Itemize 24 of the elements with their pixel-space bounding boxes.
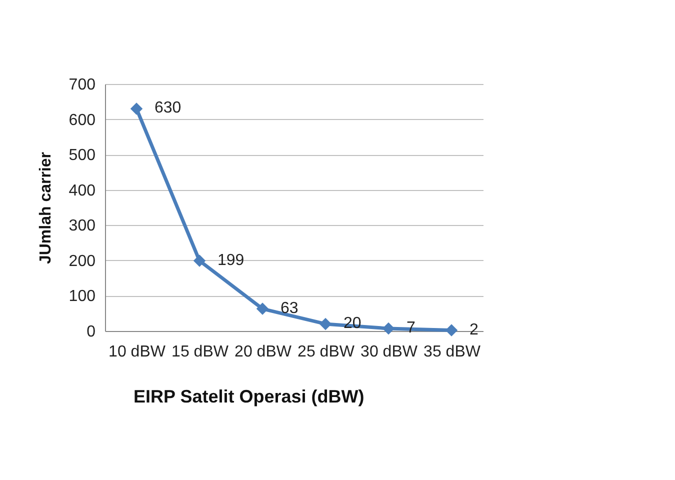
x-axis-title: EIRP Satelit Operasi (dBW) bbox=[134, 386, 364, 406]
x-tick-label: 15 dBW bbox=[172, 344, 230, 360]
y-tick-label: 600 bbox=[68, 112, 96, 129]
data-label: 630 bbox=[154, 100, 182, 117]
data-label: 63 bbox=[280, 300, 298, 317]
y-axis-title: JUmlah carrier bbox=[38, 152, 54, 264]
y-tick-label: 0 bbox=[86, 324, 96, 340]
x-tick-label: 10 dBW bbox=[108, 344, 166, 360]
y-tick-label: 100 bbox=[68, 288, 96, 306]
y-tick-label: 700 bbox=[68, 76, 96, 94]
x-tick-label: 25 dBW bbox=[298, 344, 356, 360]
point bbox=[130, 102, 143, 115]
x-tick-label: 20 dBW bbox=[234, 344, 292, 360]
y-tick-label: 400 bbox=[68, 182, 96, 200]
x-tick-label: 35 dBW bbox=[424, 344, 482, 360]
point bbox=[319, 318, 332, 330]
point bbox=[256, 302, 269, 315]
x-tick-label: 30 dBW bbox=[360, 344, 418, 360]
y-tick-label: 500 bbox=[68, 147, 96, 164]
data-label: 199 bbox=[218, 252, 244, 269]
y-tick-label: 300 bbox=[68, 218, 96, 235]
point bbox=[193, 254, 206, 267]
data-label: 2 bbox=[470, 321, 478, 338]
y-tick-label: 200 bbox=[68, 252, 96, 270]
